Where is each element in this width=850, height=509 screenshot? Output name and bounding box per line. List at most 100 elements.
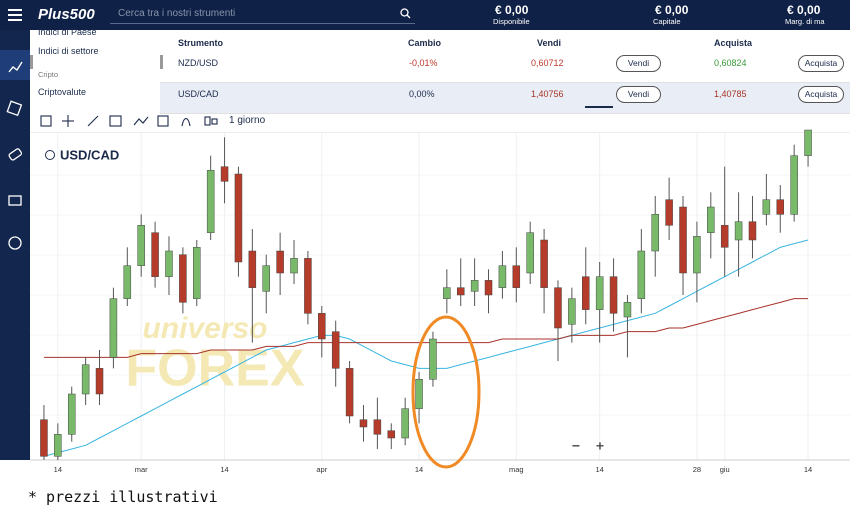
table-cell: 1,40785 [714,89,747,99]
candle-body [776,199,785,215]
table-cell: 0,60712 [531,58,564,68]
candle-body [151,232,159,277]
top-bar: Plus500 Cerca tra i nostri strumenti € 0… [0,0,850,30]
candle-body [415,379,423,409]
buy-button[interactable]: Acquista [798,55,844,72]
highlight-circle [411,315,481,469]
watermark: universo [142,312,267,345]
timeframe[interactable]: 1 giorno [229,115,266,126]
candle-body [651,214,659,252]
candle-body [248,250,257,288]
candle-body [609,276,618,314]
candle-body [429,338,437,380]
x-tick-label: 14 [54,465,62,474]
candle-body [67,393,76,435]
candle-body [331,331,340,369]
candle-body [81,364,90,395]
candle-body [193,247,201,299]
candle-body [373,419,382,435]
menu-item[interactable]: Indici di settore [38,46,99,56]
candle-body [748,221,757,241]
balance-label: Marg. di ma [785,17,825,26]
candle-body [359,419,368,428]
tool-icons[interactable] [40,114,230,128]
menu-item[interactable]: Criptovalute [38,87,87,97]
candle-body [484,280,493,296]
info-icon [45,150,55,160]
candle-body [804,129,812,156]
table-cell: NZD/USD [178,58,218,68]
candle-body [109,298,118,358]
candle-body [637,250,646,299]
search-icon [400,8,411,19]
candle-body [498,265,507,288]
moving-average [43,239,809,457]
candle-body [623,302,632,318]
candle-body [179,254,187,303]
candle-body [262,265,270,292]
nav-active[interactable] [0,50,30,80]
candle-body [679,206,687,274]
candle-body [762,199,771,215]
candle-body [540,239,548,288]
table-cell: 1,40756 [531,89,564,99]
buy-button[interactable]: Acquista [798,86,844,103]
candle-body [790,155,798,215]
row-indicator [160,55,163,69]
candle-body [40,419,48,457]
candle-body [123,265,132,299]
watermark: FOREX [125,340,304,398]
candle-body [554,287,562,329]
footer-note: * prezzi illustrativi [28,488,218,506]
zoom-out[interactable]: − [572,438,580,454]
candle-body [290,258,298,274]
candle-body [470,280,479,292]
table-cell: 0,00% [409,89,435,99]
candle-body [318,313,326,340]
menu-icon[interactable] [8,9,22,21]
x-tick-label: mar [135,465,148,474]
balance-label: Capitale [653,17,681,26]
sell-button[interactable]: Vendi [616,86,661,103]
candle-body [95,368,104,395]
candle-body [734,221,743,241]
search-box[interactable]: Cerca tra i nostri strumenti [110,5,415,24]
zoom-in[interactable]: + [596,438,604,454]
x-tick-label: apr [316,465,327,474]
x-tick-label: 28 [693,465,701,474]
logo: Plus500 [38,6,95,23]
table-cell: 0,60824 [714,58,747,68]
column-header: Vendi [537,38,562,48]
candle-body [512,265,521,288]
x-tick-label: 14 [415,465,423,474]
candle-body [345,368,354,417]
candle-body [276,250,284,274]
x-tick-label: giu [720,465,730,474]
candle-body [720,225,729,248]
candle-body [456,287,465,296]
column-header: Acquista [714,38,753,48]
column-header: Strumento [178,38,223,48]
candle-body [693,236,701,274]
candle-body [304,258,312,314]
balance-label: Disponibile [493,17,530,26]
row-separator [160,113,850,114]
x-tick-label: mag [509,465,524,474]
sidebar [0,30,30,460]
x-tick-label: 14 [220,465,228,474]
moving-average [43,298,809,358]
sell-button[interactable]: Vendi [616,55,661,72]
table-cell: USD/CAD [178,89,219,99]
scrollbar [30,55,33,69]
menu-item[interactable]: Indici di Paese [38,27,97,37]
balance-value: € 0,00 [787,3,821,17]
chart-area [30,133,850,460]
candle-body [220,166,229,182]
candle-body [137,225,145,266]
candle-body [401,408,409,439]
candle-body [582,276,590,310]
candle-body [234,173,243,263]
menu-section: Cripto [38,70,59,79]
